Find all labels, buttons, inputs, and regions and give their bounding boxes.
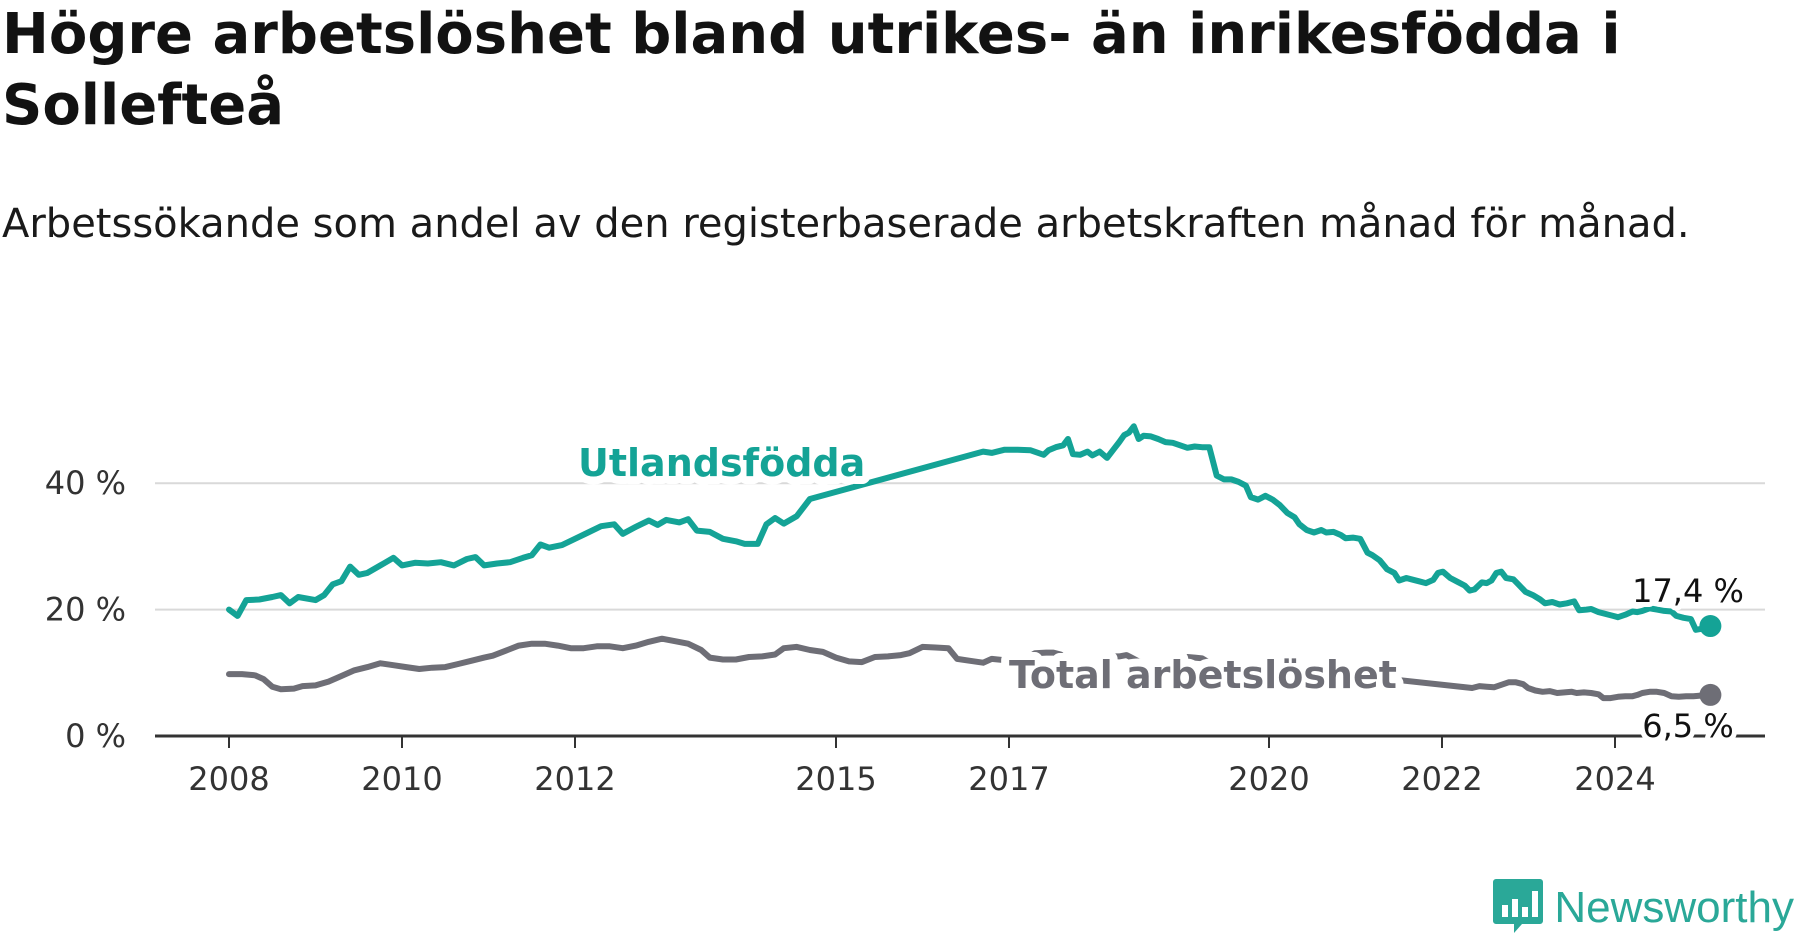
end-point-utlandsfodda [1699,615,1722,638]
newsworthy-bar-chart-logo-icon [1492,877,1544,939]
series-label-utlandsfodda-halo: Utlandsfödda [578,441,865,485]
end-label-utlandsfodda: 17,4 % [1632,572,1744,610]
newsworthy-brand-name: Newsworthy [1554,883,1794,932]
axes: 0 % 20 % 40 % 2008 2010 2012 2015 2017 2020 2022 2… [45,464,1765,798]
chart-title: Högre arbetslöshet bland utrikes- än inr… [2,2,1621,138]
series-label-utlandsfodda: Utlandsfödda [578,441,865,485]
series-line-utlandsfodda [226,423,1714,633]
x-tick-label: 2017 [968,760,1049,798]
x-tick-label: 2024 [1574,760,1655,798]
end-point-total [1699,683,1722,706]
end-label-total: 6,5 % [1642,707,1733,745]
x-tick-label: 2020 [1228,760,1309,798]
x-tick-label: 2010 [361,760,442,798]
x-tick-label: 2015 [795,760,876,798]
end-label-total-halo: 6,5 % [1642,707,1733,745]
y-tick-label: 0 % [65,717,126,755]
series-line-total [226,635,1714,702]
y-tick-label: 40 % [45,464,126,502]
x-tick-label: 2008 [188,760,269,798]
series-lines [226,423,1722,706]
x-tick-label: 2022 [1401,760,1482,798]
newsworthy-brand: Newsworthy [1492,878,1794,938]
gridlines [155,482,1765,611]
series-label-total: Total arbetslöshet [1009,653,1397,697]
x-tick-label: 2012 [534,760,615,798]
chart-subtitle: Arbetssökande som andel av den registerb… [2,201,1690,247]
series-label-total-halo: Total arbetslöshet [1009,653,1397,697]
y-tick-label: 20 % [45,591,126,629]
end-label-utlandsfodda-halo: 17,4 % [1632,572,1744,610]
